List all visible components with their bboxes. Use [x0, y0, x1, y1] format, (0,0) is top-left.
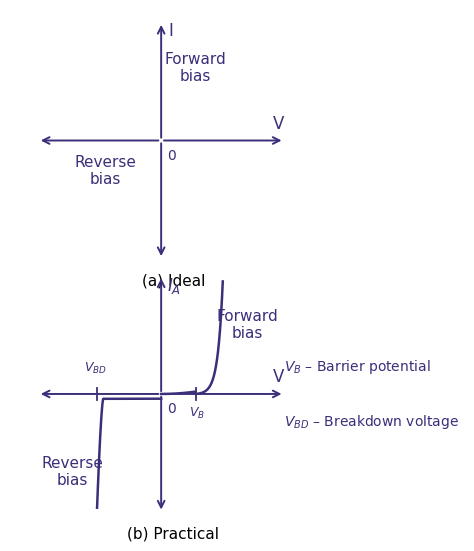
- Text: $I_A$: $I_A$: [167, 276, 182, 295]
- Text: V: V: [273, 368, 284, 386]
- Text: $V_B$ – Barrier potential: $V_B$ – Barrier potential: [284, 358, 431, 376]
- Text: $V_B$: $V_B$: [189, 406, 205, 421]
- Text: Forward
bias: Forward bias: [217, 309, 278, 341]
- Text: V: V: [273, 115, 284, 133]
- Text: $V_{BD}$: $V_{BD}$: [84, 361, 107, 376]
- Text: Reverse
bias: Reverse bias: [42, 456, 103, 488]
- Text: I: I: [169, 22, 173, 40]
- Text: 0: 0: [167, 402, 176, 416]
- Text: Reverse
bias: Reverse bias: [75, 155, 137, 187]
- Text: $V_{BD}$ – Breakdown voltage: $V_{BD}$ – Breakdown voltage: [284, 413, 459, 431]
- Text: (b) Practical: (b) Practical: [128, 527, 219, 542]
- Text: Forward
bias: Forward bias: [165, 52, 227, 84]
- Text: (a) Ideal: (a) Ideal: [142, 273, 205, 288]
- Text: 0: 0: [167, 149, 176, 163]
